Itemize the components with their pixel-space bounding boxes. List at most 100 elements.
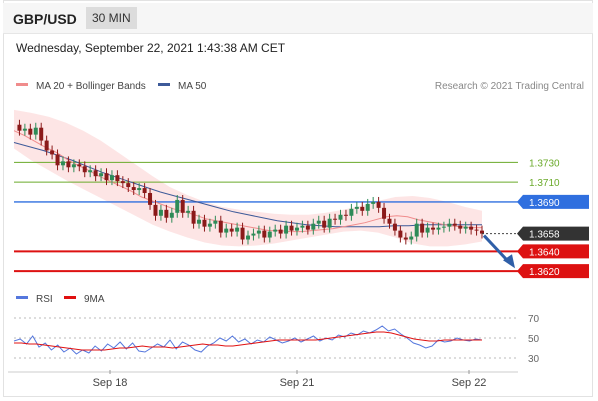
candle-body bbox=[44, 140, 49, 151]
candle-body bbox=[137, 188, 142, 191]
candle-body bbox=[207, 223, 212, 227]
legend-label: MA 20 + Bollinger Bands bbox=[36, 81, 146, 92]
level-label-1.3640: 1.3640 bbox=[529, 247, 560, 258]
candle-body bbox=[99, 173, 104, 177]
candle-body bbox=[153, 204, 158, 216]
candle-body bbox=[447, 223, 452, 227]
research-credit: Research © 2021 Trading Central bbox=[435, 81, 584, 92]
candle-body bbox=[158, 209, 163, 216]
candle-body bbox=[333, 218, 338, 220]
candle-body bbox=[28, 128, 33, 135]
x-tick-label: Sep 21 bbox=[280, 377, 315, 389]
candle-body bbox=[431, 227, 436, 230]
candle-body bbox=[322, 220, 327, 228]
candle-body bbox=[22, 128, 27, 131]
candle-body bbox=[77, 164, 82, 167]
candle-body bbox=[360, 206, 365, 211]
candle-body bbox=[289, 225, 294, 231]
legend-swatch bbox=[16, 83, 28, 86]
symbol-label: GBP/USD bbox=[13, 11, 77, 27]
level-label-1.3710: 1.3710 bbox=[529, 178, 560, 189]
candle-body bbox=[180, 199, 185, 213]
candle-body bbox=[142, 188, 147, 194]
candle-body bbox=[284, 225, 289, 234]
candle-body bbox=[414, 223, 419, 237]
candle-body bbox=[148, 193, 153, 205]
level-tag-1.3640 bbox=[517, 244, 589, 259]
candle-body bbox=[256, 230, 261, 234]
candle-body bbox=[398, 230, 403, 238]
candle-body bbox=[115, 175, 120, 182]
candle-body bbox=[480, 230, 484, 234]
level-tag-1.3690 bbox=[517, 194, 589, 209]
candle-body bbox=[273, 229, 278, 232]
level-label-1.3620: 1.3620 bbox=[529, 267, 560, 278]
legend-swatch bbox=[158, 83, 170, 86]
candle-body bbox=[278, 229, 283, 234]
last-price-tag bbox=[517, 226, 589, 241]
forecast-arrow bbox=[482, 234, 511, 264]
candle-body bbox=[474, 229, 479, 231]
legend-label: MA 50 bbox=[178, 81, 207, 92]
candle-body bbox=[39, 127, 44, 141]
candle-body bbox=[349, 208, 354, 216]
level-tag-1.3620 bbox=[517, 264, 589, 279]
candle-body bbox=[436, 227, 441, 230]
candle-body bbox=[343, 214, 348, 216]
timeframe-button[interactable]: 30 MIN bbox=[86, 7, 137, 29]
candle-body bbox=[425, 227, 430, 233]
bollinger-band bbox=[14, 109, 482, 247]
candle-body bbox=[251, 233, 256, 236]
rsi-legend-label: 9MA bbox=[84, 294, 105, 305]
candle-body bbox=[316, 220, 321, 224]
level-label-1.3730: 1.3730 bbox=[529, 158, 560, 169]
candle-body bbox=[246, 235, 250, 240]
candle-body bbox=[305, 225, 310, 230]
candle-body bbox=[365, 203, 370, 211]
candle-body bbox=[240, 227, 245, 240]
candle-body bbox=[126, 183, 131, 188]
candle-body bbox=[463, 226, 468, 229]
x-tick-label: Sep 18 bbox=[93, 377, 128, 389]
candle-body bbox=[197, 219, 202, 224]
candle-body bbox=[382, 207, 387, 219]
candle-body bbox=[50, 150, 55, 155]
candle-body bbox=[218, 220, 223, 233]
candle-body bbox=[229, 228, 234, 232]
rsi-tick-label: 50 bbox=[528, 334, 540, 345]
candle-body bbox=[60, 161, 65, 166]
candle-body bbox=[55, 154, 60, 166]
rsi-legend-label: RSI bbox=[36, 294, 53, 305]
chart-frame bbox=[3, 0, 593, 397]
forecast-arrowhead bbox=[503, 254, 515, 269]
chart-header: GBP/USD 30 MIN bbox=[3, 3, 593, 34]
candle-body bbox=[469, 226, 474, 230]
ma50-line bbox=[13, 142, 482, 228]
candle-body bbox=[131, 187, 136, 191]
rsi-tick-label: 70 bbox=[528, 314, 540, 325]
candle-body bbox=[420, 223, 425, 233]
candle-body bbox=[371, 201, 376, 204]
candle-body bbox=[120, 181, 125, 184]
ma20-line bbox=[13, 130, 482, 233]
candle-body bbox=[33, 127, 38, 135]
candle-body bbox=[458, 225, 463, 229]
candle-body bbox=[354, 206, 359, 209]
candle-body bbox=[169, 212, 174, 218]
candle-body bbox=[164, 209, 169, 218]
candle-body bbox=[202, 219, 207, 227]
candle-body bbox=[300, 225, 305, 228]
rsi-legend-swatch bbox=[64, 296, 76, 299]
last-price-label: 1.3658 bbox=[529, 230, 560, 241]
candle-body bbox=[327, 218, 332, 228]
rsi-tick-label: 30 bbox=[528, 354, 540, 365]
candle-body bbox=[403, 237, 408, 240]
candle-body bbox=[224, 228, 229, 233]
level-label-1.3690: 1.3690 bbox=[529, 198, 560, 209]
chart-datetime: Wednesday, September 22, 2021 1:43:38 AM… bbox=[16, 41, 286, 55]
x-tick-label: Sep 22 bbox=[452, 377, 487, 389]
candle-body bbox=[213, 220, 218, 224]
candle-body bbox=[376, 201, 381, 208]
candle-body bbox=[392, 223, 397, 231]
